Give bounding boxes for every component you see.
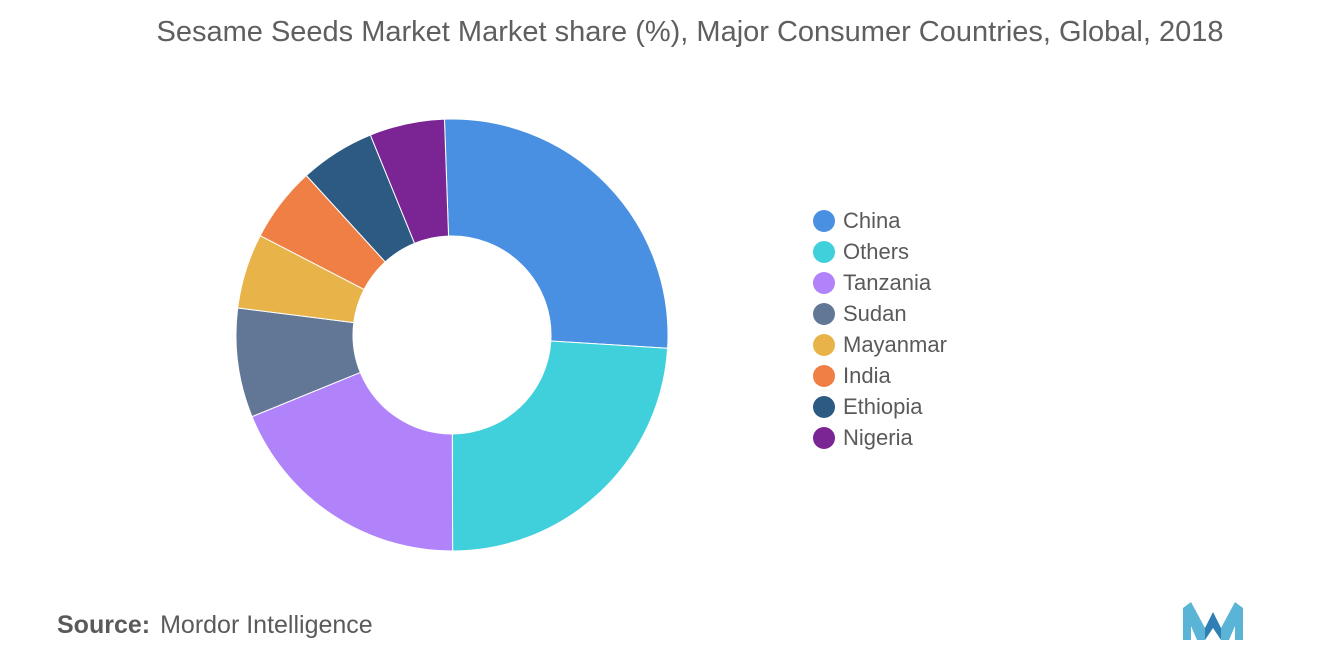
- legend-label-nigeria: Nigeria: [843, 424, 913, 450]
- slice-others[interactable]: [451, 340, 669, 552]
- legend-item-mayanmar[interactable]: Mayanmar: [813, 329, 947, 360]
- slice-china[interactable]: [443, 118, 669, 349]
- legend-label-sudan: Sudan: [843, 300, 907, 326]
- legend-swatch-china: [813, 209, 835, 232]
- legend-label-china: China: [843, 207, 901, 233]
- legend-label-india: India: [843, 362, 891, 388]
- legend-swatch-mayanmar: [813, 333, 835, 356]
- slice-nigeria[interactable]: [369, 118, 450, 244]
- slice-tanzania[interactable]: [251, 371, 454, 552]
- legend-label-mayanmar: Mayanmar: [843, 331, 947, 357]
- chart-legend: China Others Tanzania Sudan Mayanmar India Eth…: [813, 205, 947, 453]
- legend-item-india[interactable]: India: [813, 360, 947, 391]
- source-text: Mordor Intelligence: [160, 611, 373, 639]
- legend-label-others: Others: [843, 238, 910, 264]
- source-note: Source: Mordor Intelligence: [57, 611, 373, 640]
- legend-item-ethiopia[interactable]: Ethiopia: [813, 391, 947, 422]
- legend-item-nigeria[interactable]: Nigeria: [813, 422, 947, 453]
- source-label: Source:: [57, 611, 151, 639]
- legend-swatch-ethiopia: [813, 395, 835, 418]
- chart-title: Sesame Seeds Market Market share (%), Ma…: [156, 16, 1224, 48]
- legend-item-tanzania[interactable]: Tanzania: [813, 267, 947, 298]
- legend-item-sudan[interactable]: Sudan: [813, 298, 947, 329]
- legend-label-tanzania: Tanzania: [843, 269, 932, 295]
- legend-item-china[interactable]: China: [813, 205, 947, 236]
- legend-swatch-nigeria: [813, 426, 835, 449]
- legend-swatch-tanzania: [813, 271, 835, 294]
- legend-swatch-others: [813, 240, 835, 263]
- legend-label-ethiopia: Ethiopia: [843, 393, 923, 419]
- mordor-intelligence-logo-icon: [1183, 602, 1243, 640]
- legend-item-others[interactable]: Others: [813, 236, 947, 267]
- legend-swatch-india: [813, 364, 835, 387]
- legend-swatch-sudan: [813, 302, 835, 325]
